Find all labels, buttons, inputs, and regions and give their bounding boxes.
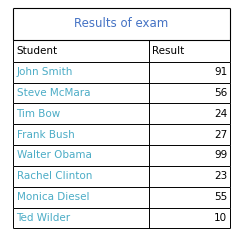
Text: 56: 56 [214,88,227,98]
Text: John Smith: John Smith [17,67,73,77]
Text: Rachel Clinton: Rachel Clinton [17,171,92,181]
Text: Ted Wilder: Ted Wilder [17,213,71,223]
Text: Frank Bush: Frank Bush [17,130,74,140]
Text: 55: 55 [214,192,227,202]
Text: Results of exam: Results of exam [74,17,169,30]
Text: Student: Student [17,46,58,56]
Text: 99: 99 [214,151,227,161]
Text: 24: 24 [214,109,227,119]
Text: Steve McMara: Steve McMara [17,88,90,98]
Text: 23: 23 [214,171,227,181]
Text: Monica Diesel: Monica Diesel [17,192,89,202]
Text: Result: Result [152,46,185,56]
Text: Tim Bow: Tim Bow [17,109,61,119]
Text: 10: 10 [214,213,227,223]
Text: 27: 27 [214,130,227,140]
Text: 91: 91 [214,67,227,77]
Text: Walter Obama: Walter Obama [17,151,91,161]
